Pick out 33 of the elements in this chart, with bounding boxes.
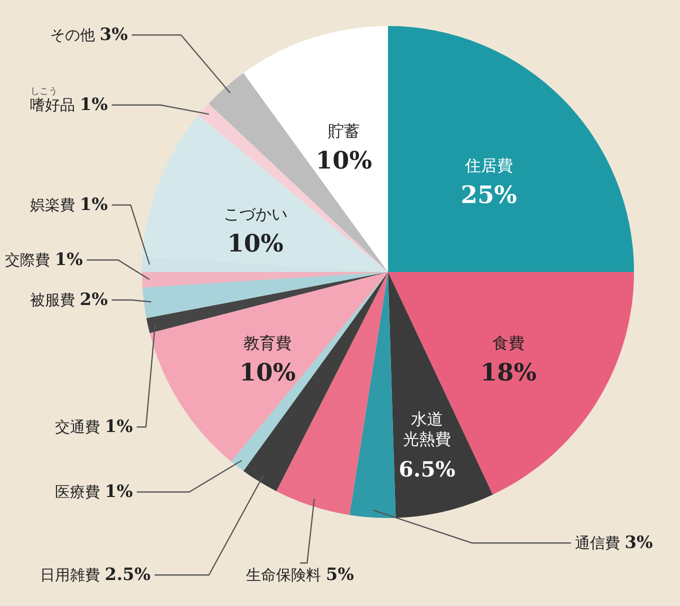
- data-label: 3%: [624, 533, 653, 553]
- data-label: 2%: [80, 290, 108, 310]
- slice-label: 住居費: [464, 156, 513, 176]
- data-label: 10%: [239, 357, 296, 386]
- slice-label: 水道光熱費: [403, 410, 452, 449]
- slice-label: 通信費: [575, 534, 625, 552]
- data-label: 1%: [104, 482, 133, 502]
- data-label: 10%: [316, 145, 372, 174]
- slice-label: 嗜好品: [30, 96, 80, 114]
- slice-label: 生命保険料: [246, 566, 326, 584]
- slice-label: 交通費: [55, 418, 105, 436]
- slice-label: 娯楽費: [30, 196, 80, 214]
- data-label: 1%: [54, 250, 83, 270]
- data-label: 1%: [80, 95, 108, 115]
- data-label: 25%: [460, 180, 518, 210]
- data-label: 3%: [100, 25, 128, 45]
- slice-label: 医療費: [55, 483, 105, 501]
- data-label: 6.5%: [398, 456, 456, 482]
- slice-label: 被服費: [30, 291, 80, 309]
- data-label: 1%: [104, 417, 133, 437]
- slice-label: 交際費: [5, 251, 55, 269]
- data-label: 2.5%: [104, 565, 151, 585]
- slice-label: こづかい: [223, 204, 288, 224]
- data-label: 10%: [227, 228, 284, 258]
- slice-label: 教育費: [244, 333, 292, 352]
- slice-label: その他: [50, 26, 100, 44]
- slice-label: 貯蓄: [328, 121, 360, 140]
- text: しこう: [30, 87, 58, 97]
- data-label: 5%: [326, 565, 354, 585]
- data-label: 1%: [80, 195, 108, 215]
- data-label: 18%: [480, 357, 537, 386]
- slice-label: 日用雑費: [40, 566, 105, 584]
- slice-label: 食費: [492, 333, 524, 352]
